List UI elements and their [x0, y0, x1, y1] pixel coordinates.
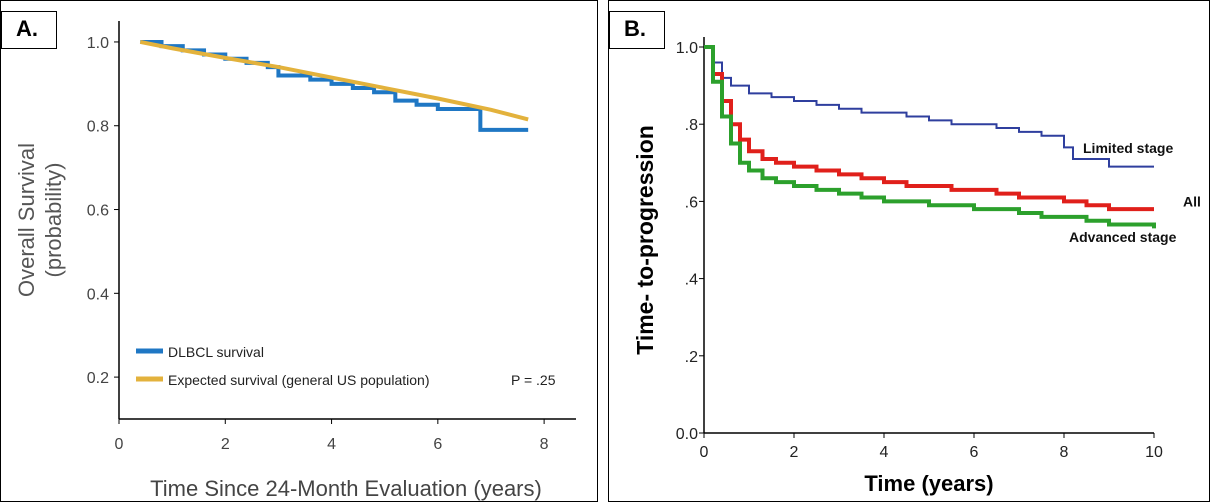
legend-label-expected: Expected survival (general US population…	[168, 372, 429, 388]
panel-b-label: B.	[609, 11, 665, 49]
legend-label-dlbcl: DLBCL survival	[168, 344, 264, 360]
y-tick-label: 0.4	[87, 286, 109, 303]
label-limited-stage: Limited stage	[1083, 140, 1173, 156]
x-tick-label: 0	[115, 436, 124, 453]
x-tick-label: 0	[700, 444, 709, 461]
series-expected-line	[139, 39, 529, 122]
y-axis-title-line1: Overall Survival	[14, 143, 39, 297]
x-tick-label: 10	[1145, 444, 1163, 461]
label-advanced-stage: Advanced stage	[1069, 229, 1177, 245]
x-tick-label: 8	[540, 436, 549, 453]
series-all-line	[704, 45, 1154, 212]
y-tick-label: 0.2	[87, 370, 109, 387]
progression-chart: 0.0 .2 .4 .6 .8 1.0 0 2 4 6 8 10 Time (years) Time- t…	[632, 37, 1201, 496]
x-tick-label: 4	[327, 436, 336, 453]
p-value-annotation: P = .25	[511, 372, 556, 388]
y-tick-label: 1.0	[676, 40, 698, 57]
x-axis-title: Time (years)	[864, 471, 993, 496]
y-tick-label: 0.6	[87, 203, 109, 220]
panel-a: A. 0.2 0.4 0.6 0.8 1.0 0 2 4 6 8 Time Since 24-Mon…	[0, 0, 598, 502]
x-tick-label: 2	[790, 444, 799, 461]
series-limited-stage-line	[704, 46, 1154, 168]
y-tick-label: .8	[685, 117, 698, 134]
x-tick-label: 4	[880, 444, 889, 461]
y-tick-label: 0.8	[87, 119, 109, 136]
y-axis-title: Time- to-progression	[632, 125, 658, 355]
y-tick-label: .6	[685, 194, 698, 211]
survival-chart: 0.2 0.4 0.6 0.8 1.0 0 2 4 6 8 Time Since 24-Month …	[14, 21, 576, 501]
y-axis-title-line2: (probability)	[41, 163, 66, 278]
panel-b: B. 0.0 .2 .4 .6 .8 1.0 0 2 4 6 8 10 Time (years) Time…	[608, 0, 1210, 502]
x-tick-label: 8	[1060, 444, 1069, 461]
series-advanced-stage-line	[704, 45, 1156, 229]
y-tick-label: 1.0	[87, 35, 109, 52]
x-tick-label: 6	[970, 444, 979, 461]
series-dlbcl-line	[140, 39, 529, 132]
y-tick-label: .4	[685, 272, 698, 289]
y-tick-label: 0.0	[676, 426, 698, 443]
x-tick-label: 6	[433, 436, 442, 453]
panel-a-label: A.	[1, 11, 57, 49]
x-tick-label: 2	[221, 436, 230, 453]
label-all: All	[1183, 193, 1201, 209]
y-tick-label: .2	[685, 349, 698, 366]
x-axis-title: Time Since 24-Month Evaluation (years)	[150, 476, 542, 501]
